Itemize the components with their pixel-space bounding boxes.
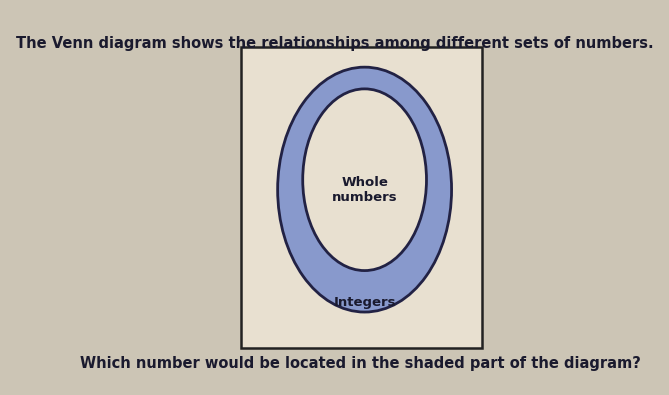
Text: Whole
numbers: Whole numbers bbox=[332, 176, 397, 203]
Ellipse shape bbox=[303, 89, 427, 271]
FancyBboxPatch shape bbox=[241, 47, 482, 348]
Ellipse shape bbox=[278, 67, 452, 312]
Text: The Venn diagram shows the relationships among different sets of numbers.: The Venn diagram shows the relationships… bbox=[15, 36, 654, 51]
Text: Integers: Integers bbox=[333, 296, 396, 308]
Text: Which number would be located in the shaded part of the diagram?: Which number would be located in the sha… bbox=[80, 356, 641, 371]
